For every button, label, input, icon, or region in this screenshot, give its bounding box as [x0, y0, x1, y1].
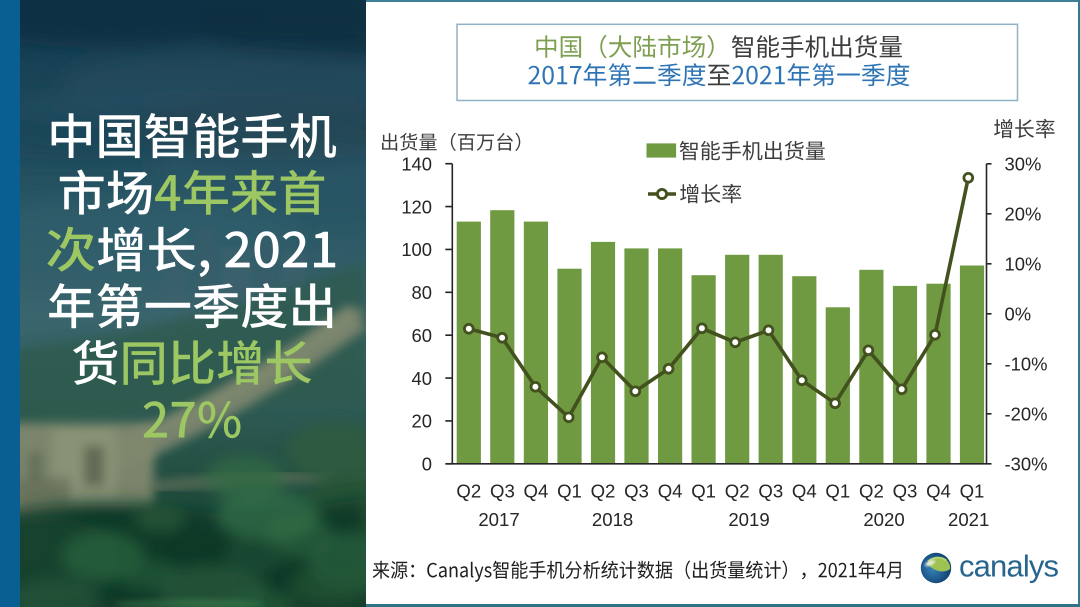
svg-text:Q2: Q2	[456, 480, 481, 501]
svg-text:0: 0	[422, 454, 432, 475]
svg-text:20%: 20%	[1005, 204, 1042, 225]
svg-text:-10%: -10%	[1005, 354, 1048, 375]
svg-text:Q3: Q3	[758, 480, 783, 501]
svg-text:Q1: Q1	[825, 480, 850, 501]
svg-text:80: 80	[412, 282, 432, 303]
svg-text:2020: 2020	[863, 509, 904, 530]
svg-text:-20%: -20%	[1005, 404, 1048, 425]
svg-text:2019: 2019	[728, 509, 769, 530]
svg-text:Q2: Q2	[859, 480, 884, 501]
svg-text:Q2: Q2	[591, 480, 616, 501]
svg-text:Q2: Q2	[725, 480, 750, 501]
svg-text:0%: 0%	[1005, 304, 1032, 325]
svg-text:2018: 2018	[592, 509, 633, 530]
svg-text:Q3: Q3	[624, 480, 649, 501]
svg-text:120: 120	[401, 196, 432, 217]
svg-text:Q3: Q3	[893, 480, 918, 501]
svg-text:canalys: canalys	[959, 549, 1059, 584]
svg-text:100: 100	[401, 239, 432, 260]
svg-text:Q4: Q4	[658, 480, 683, 501]
svg-text:Q4: Q4	[926, 480, 951, 501]
svg-text:Q1: Q1	[691, 480, 716, 501]
svg-text:30%: 30%	[1005, 154, 1042, 175]
svg-text:Q4: Q4	[792, 480, 817, 501]
svg-text:60: 60	[412, 325, 432, 346]
svg-text:Q4: Q4	[523, 480, 548, 501]
svg-text:2017: 2017	[478, 509, 519, 530]
svg-text:-30%: -30%	[1005, 454, 1048, 475]
svg-text:Q3: Q3	[490, 480, 515, 501]
svg-text:Q1: Q1	[557, 480, 582, 501]
svg-text:2021: 2021	[948, 509, 989, 530]
svg-text:140: 140	[401, 153, 432, 174]
svg-text:10%: 10%	[1005, 254, 1042, 275]
svg-text:20: 20	[412, 411, 432, 432]
svg-text:40: 40	[412, 368, 432, 389]
svg-text:Q1: Q1	[960, 480, 985, 501]
